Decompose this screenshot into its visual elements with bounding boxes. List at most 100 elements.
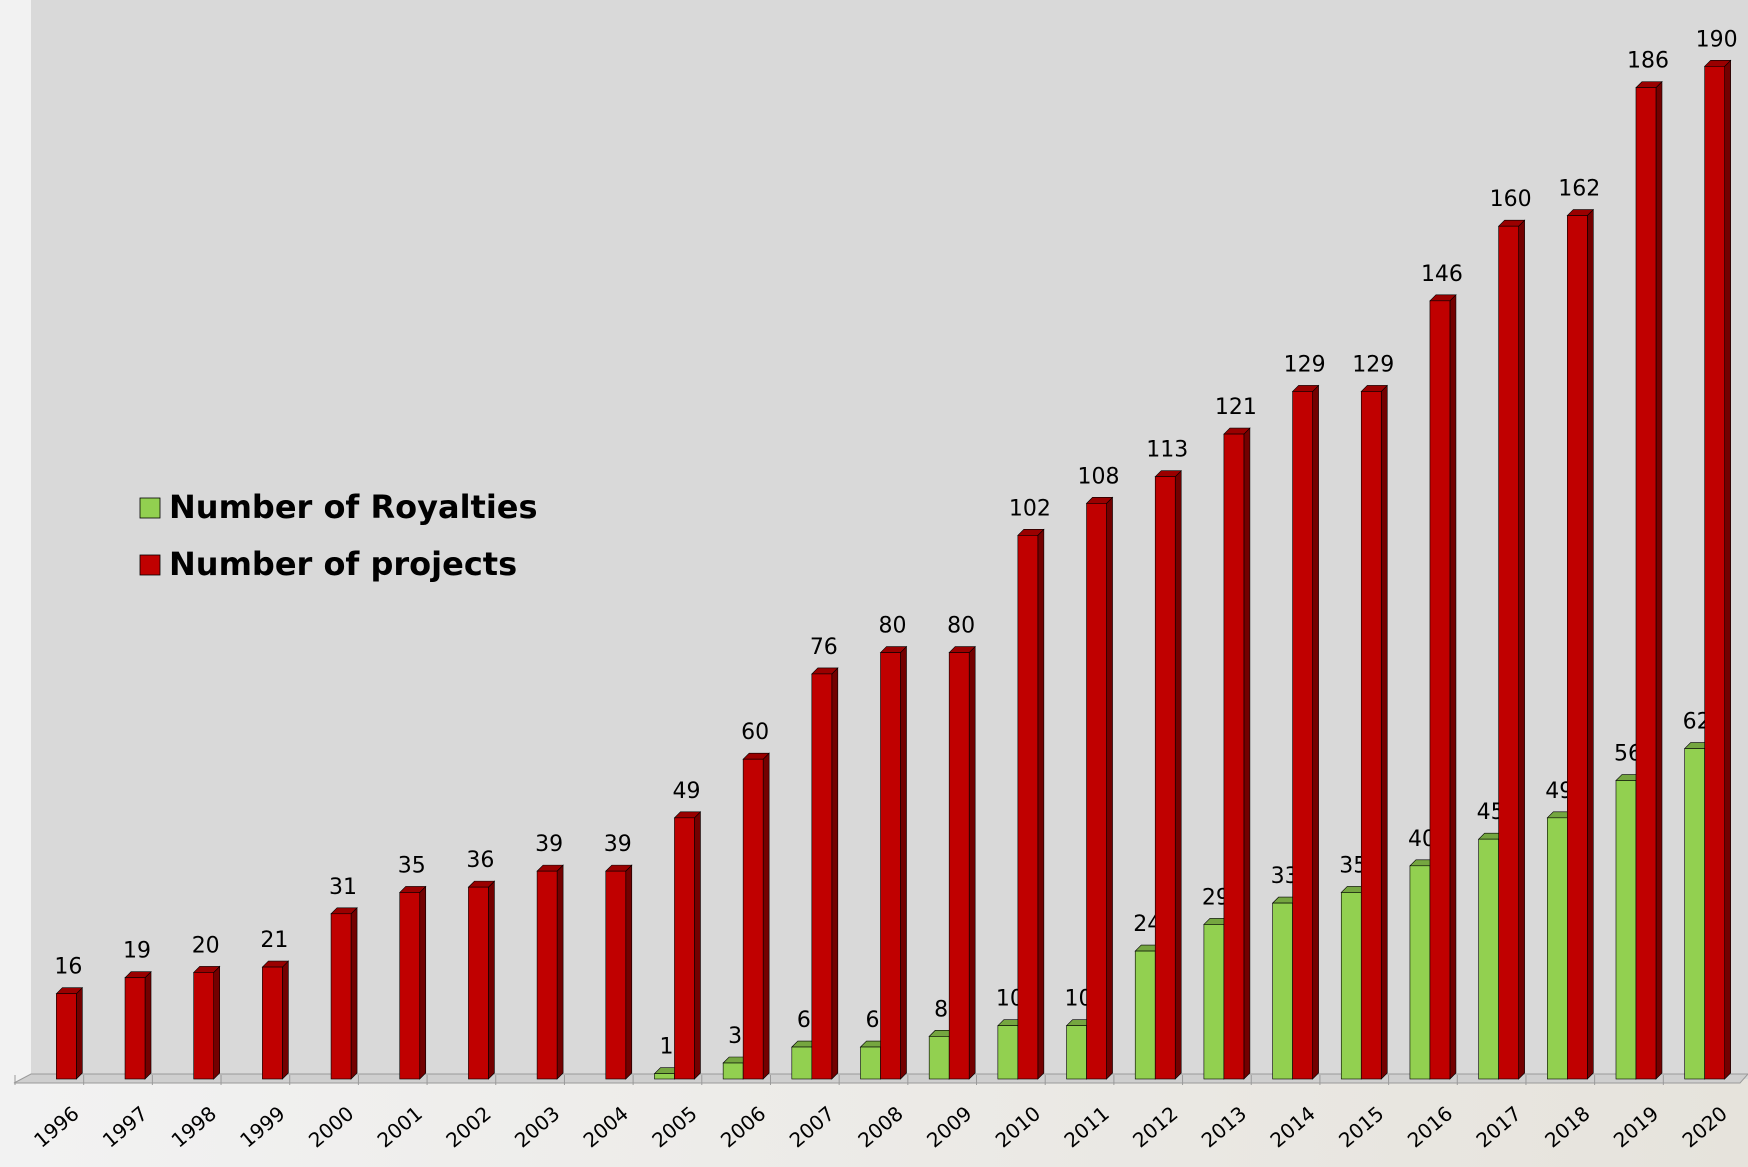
- bar-side: [488, 881, 494, 1079]
- bar: [1430, 301, 1450, 1079]
- bar: [56, 994, 76, 1079]
- bar-side: [1656, 82, 1662, 1079]
- bar: [1067, 1026, 1087, 1079]
- bar: [792, 1047, 812, 1079]
- chart: 1996161997191998201999212000312001352002…: [0, 0, 1748, 1167]
- legend-label: Number of projects: [169, 545, 517, 583]
- bar-side: [214, 966, 220, 1079]
- bar: [1616, 781, 1636, 1079]
- data-label: 190: [1696, 27, 1738, 52]
- bar-side: [420, 886, 426, 1079]
- bar: [654, 1074, 674, 1079]
- bar: [949, 653, 969, 1079]
- bar-side: [1381, 385, 1387, 1079]
- bar: [537, 871, 557, 1079]
- data-label: 108: [1078, 464, 1120, 489]
- data-label: 80: [879, 614, 907, 639]
- data-label: 129: [1284, 352, 1326, 377]
- data-label: 8: [934, 997, 948, 1022]
- bar: [194, 972, 214, 1079]
- bar: [1547, 818, 1567, 1079]
- bar: [1341, 892, 1361, 1079]
- data-label: 3: [728, 1024, 742, 1049]
- bar-side: [626, 865, 632, 1079]
- data-label: 113: [1146, 438, 1188, 463]
- bar: [1293, 391, 1313, 1079]
- data-label: 21: [260, 928, 288, 953]
- data-label: 19: [123, 939, 151, 964]
- data-label: 39: [535, 832, 563, 857]
- bar-side: [76, 988, 82, 1079]
- bar: [1273, 903, 1293, 1079]
- bar-side: [1313, 385, 1319, 1079]
- data-label: 80: [947, 614, 975, 639]
- legend-swatch: [140, 498, 160, 518]
- data-label: 146: [1421, 262, 1463, 287]
- bar: [1224, 434, 1244, 1079]
- bar: [1135, 951, 1155, 1079]
- bar-side: [1175, 471, 1181, 1079]
- legend-swatch: [140, 555, 160, 575]
- bar-side: [557, 865, 563, 1079]
- bar: [1410, 866, 1430, 1079]
- data-label: 36: [466, 848, 494, 873]
- bar: [400, 892, 420, 1079]
- data-label: 76: [810, 635, 838, 660]
- bar-side: [1519, 220, 1525, 1079]
- bar-side: [832, 668, 838, 1079]
- bar-side: [1107, 497, 1113, 1079]
- data-label: 20: [192, 933, 220, 958]
- bar: [1204, 924, 1224, 1079]
- bar: [468, 887, 488, 1079]
- bar: [606, 871, 626, 1079]
- data-label: 60: [741, 720, 769, 745]
- bar-side: [1587, 210, 1593, 1079]
- bar: [1685, 749, 1705, 1079]
- bar: [998, 1026, 1018, 1079]
- data-label: 160: [1490, 187, 1532, 212]
- bar: [1636, 88, 1656, 1079]
- bar: [1499, 226, 1519, 1079]
- bar-side: [1244, 428, 1250, 1079]
- bar: [1567, 216, 1587, 1079]
- page: 1996161997191998201999212000312001352002…: [0, 0, 1748, 1167]
- bar: [1018, 535, 1038, 1079]
- bar: [929, 1036, 949, 1079]
- bar: [262, 967, 282, 1079]
- bar: [881, 653, 901, 1079]
- bar-side: [145, 972, 151, 1079]
- bar: [125, 978, 145, 1079]
- data-label: 6: [866, 1008, 880, 1033]
- bar: [1479, 839, 1499, 1079]
- bar: [1361, 391, 1381, 1079]
- bar: [812, 674, 832, 1079]
- bar-side: [694, 812, 700, 1079]
- bar: [1155, 477, 1175, 1079]
- data-label: 35: [398, 853, 426, 878]
- bar-side: [282, 961, 288, 1079]
- data-label: 16: [54, 955, 82, 980]
- bar-side: [901, 647, 907, 1079]
- bar: [1705, 66, 1725, 1079]
- bar: [723, 1063, 743, 1079]
- bar: [1087, 503, 1107, 1079]
- legend-label: Number of Royalties: [169, 488, 538, 526]
- bar: [743, 759, 763, 1079]
- data-label: 121: [1215, 395, 1257, 420]
- data-label: 6: [797, 1008, 811, 1033]
- bar-side: [1038, 529, 1044, 1079]
- bar-side: [1450, 295, 1456, 1079]
- data-label: 186: [1627, 49, 1669, 74]
- bar-side: [1725, 60, 1731, 1079]
- bar: [674, 818, 694, 1079]
- bar: [861, 1047, 881, 1079]
- bar-side: [969, 647, 975, 1079]
- data-label: 129: [1352, 352, 1394, 377]
- data-label: 1: [659, 1035, 673, 1060]
- data-label: 102: [1009, 496, 1051, 521]
- data-label: 49: [672, 779, 700, 804]
- bar-side: [351, 908, 357, 1079]
- data-label: 39: [604, 832, 632, 857]
- data-label: 31: [329, 875, 357, 900]
- bar-side: [763, 753, 769, 1079]
